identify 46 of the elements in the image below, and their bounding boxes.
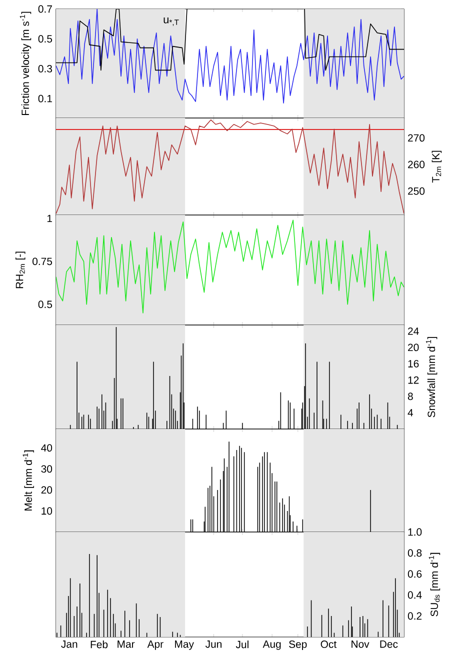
y-axis-title: RH$_{2m}$ [-] bbox=[16, 252, 26, 288]
y-axis-title: T$_{2m}$ [K] bbox=[432, 150, 442, 183]
y-tick-label: 0.4 bbox=[408, 591, 422, 599]
y-tick-label: 0.75 bbox=[32, 258, 52, 266]
line-series bbox=[56, 220, 404, 314]
x-tick-label: Jun bbox=[205, 640, 222, 648]
y-tick-label: 0.5 bbox=[38, 35, 52, 43]
x-tick-label: Nov bbox=[352, 640, 370, 648]
y-tick-label: 0.1 bbox=[38, 94, 52, 102]
x-tick-label: Apr bbox=[147, 640, 164, 650]
y-tick-label: 1.0 bbox=[408, 528, 422, 536]
y-tick-label: 8 bbox=[408, 392, 413, 400]
y-tick-label: 10 bbox=[42, 507, 52, 515]
x-tick-label: Feb bbox=[90, 640, 108, 648]
y-tick-label: 270 bbox=[408, 134, 425, 142]
y-tick-label: 24 bbox=[408, 327, 419, 335]
y-tick-label: 4 bbox=[408, 409, 414, 416]
y-axis-title: Melt [mm d$^{-1}$] bbox=[22, 450, 34, 510]
x-tick-label: Oct bbox=[320, 640, 337, 648]
y-tick-label: 12 bbox=[408, 376, 419, 384]
y-tick-label: 260 bbox=[408, 160, 425, 168]
y-axis-title: Friction velocity [m s$^{-1}$] bbox=[20, 12, 32, 115]
line-series bbox=[56, 8, 404, 104]
y-tick-label: 16 bbox=[408, 360, 419, 368]
x-tick-label: Jul bbox=[236, 640, 248, 648]
y-tick-label: 0.8 bbox=[408, 549, 422, 557]
y-tick-label: 0.6 bbox=[408, 570, 422, 578]
y-tick-label: 0.2 bbox=[408, 612, 422, 620]
y-tick-label: 20 bbox=[408, 344, 419, 352]
y-tick-label: 20 bbox=[41, 486, 52, 494]
y-axis-title: Snowfall [mm d$^{-1}$] bbox=[426, 337, 438, 418]
y-tick-label: 1 bbox=[47, 214, 52, 222]
x-tick-label: May bbox=[175, 640, 194, 650]
series-label: u$_{*,T}$ bbox=[164, 18, 179, 26]
x-tick-label: Mar bbox=[118, 640, 135, 648]
y-tick-label: 40 bbox=[41, 444, 52, 452]
x-tick-label: Sep bbox=[289, 640, 307, 650]
y-tick-label: 0.3 bbox=[38, 65, 52, 72]
x-tick-label: Jan bbox=[61, 640, 78, 648]
x-tick-label: Dec bbox=[380, 640, 398, 648]
x-tick-label: Aug bbox=[262, 640, 281, 650]
y-axis-title: SU$_{ds}$ [mm d$^{-1}$] bbox=[428, 552, 440, 616]
y-tick-label: 250 bbox=[408, 187, 425, 195]
y-tick-label: 0.5 bbox=[38, 300, 52, 308]
y-tick-label: 30 bbox=[41, 465, 52, 473]
y-tick-label: 0.7 bbox=[38, 5, 52, 13]
